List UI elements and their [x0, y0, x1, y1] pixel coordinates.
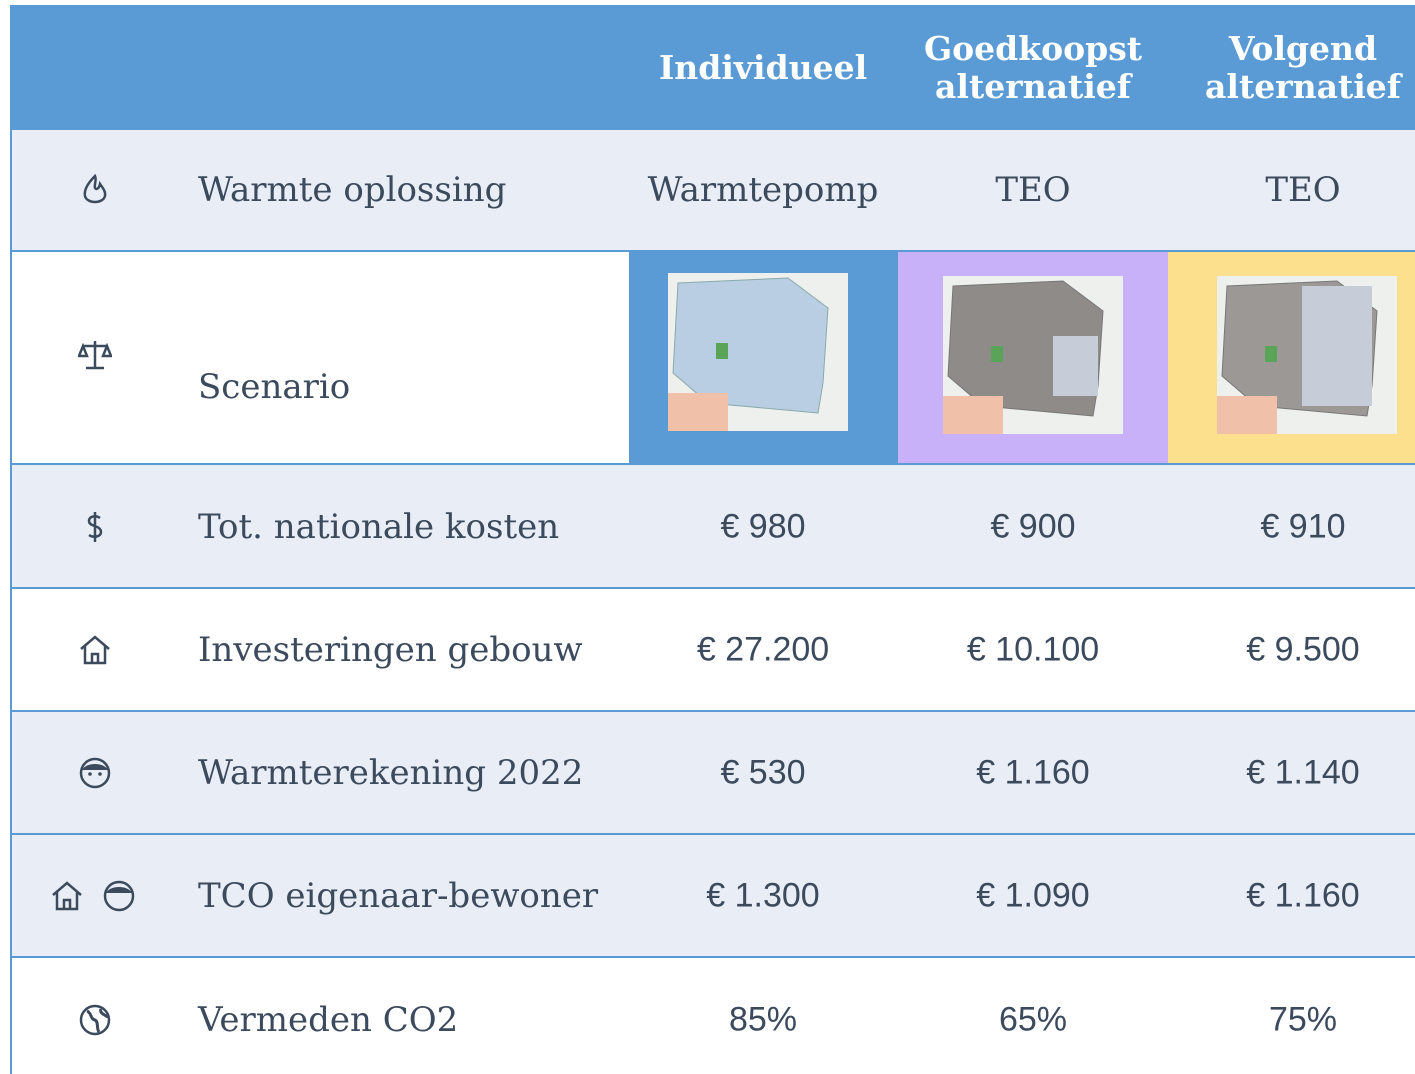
cell-value: € 27.200 [697, 631, 829, 670]
column-header: Goedkoopst alternatief [918, 30, 1148, 106]
border [10, 5, 12, 1074]
cell-value: € 1.090 [976, 877, 1089, 916]
scenario-map [668, 273, 848, 431]
row-label: Warmte oplossing [198, 170, 506, 210]
house-icon [78, 633, 112, 667]
cell-value: TEO [995, 170, 1070, 210]
table: Individueel Goedkoopst alternatief Volge… [0, 0, 1415, 1074]
cell-value: € 980 [720, 508, 805, 547]
row-label: TCO eigenaar-bewoner [198, 876, 598, 916]
globe-icon [78, 1003, 112, 1037]
cell-value: € 530 [720, 754, 805, 793]
row-label: Warmterekening 2022 [198, 753, 583, 793]
cell-value: 65% [999, 1001, 1067, 1040]
row-label: Vermeden CO2 [198, 1000, 458, 1040]
cell-value: TEO [1265, 170, 1340, 210]
person-icon [78, 756, 112, 790]
cell-value: € 1.160 [1246, 877, 1359, 916]
cell-value: 85% [729, 1001, 797, 1040]
cell-value: € 9.500 [1246, 631, 1359, 670]
cell-value: € 910 [1260, 508, 1345, 547]
cell-value: € 1.160 [976, 754, 1089, 793]
row-label: Tot. nationale kosten [198, 507, 559, 547]
cell-value: € 1.140 [1246, 754, 1359, 793]
cell-value: € 900 [990, 508, 1075, 547]
house-person-icon [50, 879, 140, 913]
column-header: Individueel [633, 49, 893, 87]
scenario-map [943, 276, 1123, 434]
column-header: Volgend alternatief [1193, 30, 1413, 106]
cell-value: € 1.300 [706, 877, 819, 916]
cell-value: 75% [1269, 1001, 1337, 1040]
scale-icon [78, 338, 112, 372]
cell-value: Warmtepomp [648, 170, 879, 210]
header-row: Individueel Goedkoopst alternatief Volge… [10, 5, 1415, 130]
row-label: Scenario [198, 367, 350, 407]
flame-icon [78, 173, 112, 207]
cell-value: € 10.100 [967, 631, 1099, 670]
scenario-map [1217, 276, 1397, 434]
money-icon [78, 510, 112, 544]
row-label: Investeringen gebouw [198, 630, 583, 670]
